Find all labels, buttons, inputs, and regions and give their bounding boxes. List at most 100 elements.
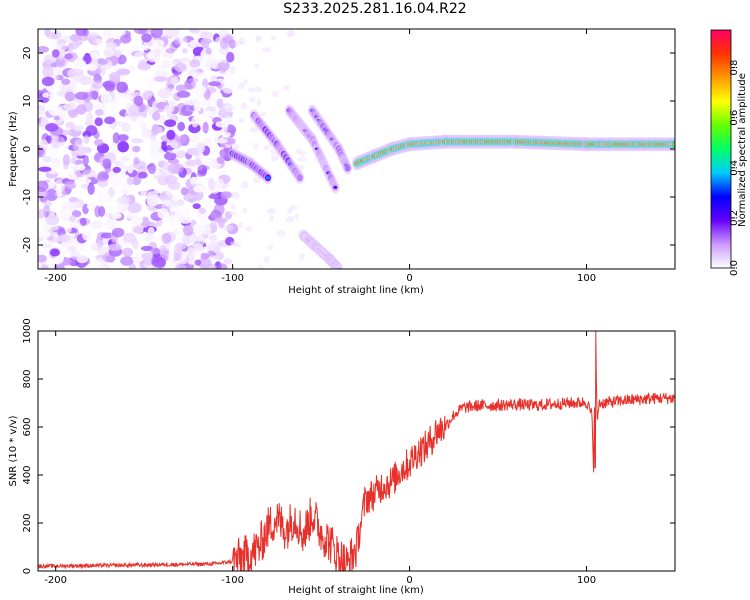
spectrogram-noise-blob: [229, 210, 237, 216]
spectrogram-noise-blob: [178, 217, 193, 224]
spectrogram-noise-blob: [38, 248, 49, 254]
x-tick-label: 0: [406, 273, 412, 284]
spectrogram-noise-blob: [94, 117, 103, 127]
spectrogram-noise-blob: [69, 215, 77, 223]
spectrogram-noise-blob: [57, 109, 66, 118]
spectrogram-noise-blob: [126, 211, 135, 219]
colorbar-ticks: 0.0 0.2 0.4 0.6 0.8: [729, 60, 740, 276]
spectrogram-noise-blob: [117, 195, 132, 205]
spectrogram-noise-blob: [108, 101, 119, 110]
spectrogram-noise-blob: [72, 201, 80, 209]
spectrogram-noise-blob: [79, 76, 93, 86]
spectrogram-noise-blob: [214, 217, 228, 224]
spectrogram-noise-blob: [82, 169, 97, 179]
spectrogram-noise-blob: [177, 36, 188, 44]
spectrogram-noise-blob: [53, 115, 61, 121]
spectrogram-noise-blob: [80, 178, 92, 184]
spectrogram-noise-blob: [181, 47, 188, 54]
spectrogram-x-label: Height of straight line (km): [288, 285, 424, 296]
spectrogram-noise-blob: [166, 129, 176, 140]
spectrogram-noise-blob: [79, 217, 87, 226]
spectrogram-noise-blob: [189, 29, 200, 34]
spectrogram-noise-blob: [167, 163, 181, 175]
spectrogram-noise-blob: [215, 121, 227, 128]
spectrogram-noise-blob: [185, 247, 197, 259]
spectrogram-noise-blob: [157, 208, 169, 220]
spectrogram-noise-blob: [215, 251, 225, 261]
spectrogram-noise-blob: [249, 96, 256, 103]
spectrogram-noise-blob: [216, 98, 224, 109]
spectrogram-noise-blob: [147, 106, 155, 116]
spectrogram-noise-blob: [176, 199, 185, 206]
spectrogram-noise-blob: [169, 205, 179, 213]
spectrogram-noise-blob: [87, 32, 99, 39]
spectrogram-noise-blob: [97, 59, 109, 65]
colorbar-tick-label: 0.6: [729, 110, 740, 126]
spectrogram-noise-blob: [131, 237, 139, 250]
spectrogram-noise-blob: [226, 51, 235, 63]
spectrogram-noise-blob: [298, 253, 305, 261]
spectrogram-noise-blob: [108, 91, 120, 104]
spectrogram-noise-blob: [108, 174, 122, 184]
spectrogram-noise-blob: [39, 139, 48, 150]
spectrogram-noise-blob: [159, 114, 166, 124]
spectrogram-noise-blob: [177, 121, 186, 132]
spectrogram-noise-blob: [149, 247, 162, 255]
spectrogram-noise-blob: [182, 224, 194, 236]
spectrogram-noise-blob: [247, 87, 255, 93]
y-tick-label: 0: [22, 568, 33, 574]
spectrogram-noise-blob: [178, 207, 191, 218]
spectrogram-noise-blob: [224, 104, 237, 113]
spectrogram-noise-blob: [178, 110, 193, 116]
colorbar-tick-label: 0.2: [729, 210, 740, 226]
spectrogram-noise-blob: [297, 157, 307, 162]
spectrogram-noise-blob: [109, 142, 118, 153]
y-tick-label: 10: [22, 95, 33, 108]
spectrogram-noise-blob: [130, 138, 144, 144]
spectrogram-noise-blob: [56, 42, 68, 51]
spectrogram-noise-blob: [205, 200, 215, 209]
spectrogram-noise-blob: [116, 68, 131, 76]
spectrogram-noise-blob: [50, 248, 60, 257]
spectrogram-noise-blob: [119, 164, 128, 176]
spectrogram-noise-blob: [141, 252, 153, 260]
spectrogram-noise-blob: [120, 174, 130, 181]
spectrogram-noise-blob: [238, 82, 245, 90]
spectrogram-noise-blob: [132, 226, 144, 234]
spectrogram-noise-blob: [170, 140, 179, 149]
spectrogram-noise-blob: [120, 256, 134, 266]
spectrogram-noise-blob: [257, 264, 264, 269]
spectrogram-noise-blob: [152, 257, 167, 268]
spectrogram-noise-blob: [64, 91, 76, 102]
spectrogram-noise-blob: [151, 123, 160, 136]
spectrogram-noise-blob: [67, 42, 74, 52]
spectrogram-noise-blob: [74, 91, 89, 100]
spectrogram-noise-blob: [104, 116, 116, 125]
spectrogram-noise-blob: [249, 127, 260, 133]
spectrogram-noise-blob: [189, 59, 201, 68]
spectrogram-noise-blob: [287, 29, 295, 37]
spectrogram-noise-blob: [180, 187, 189, 196]
spectrogram-noise-blob: [125, 150, 137, 156]
spectrogram-noise-blob: [104, 42, 118, 49]
spectrogram-noise-blob: [96, 239, 104, 248]
spectrogram-noise-blob: [94, 109, 104, 116]
spectrogram-noise-blob: [121, 247, 134, 257]
spectrogram-noise-blob: [117, 141, 129, 153]
spectrogram-noise-blob: [100, 232, 114, 239]
spectrogram-noise-blob: [74, 245, 88, 252]
snr-panel: -200 -100 0 100 0 200 400 600 800 1000 Height of…: [8, 318, 676, 596]
spectrogram-noise-blob: [167, 180, 181, 190]
spectrogram-noise-blob: [38, 230, 51, 239]
spectrogram-noise-blob: [108, 187, 115, 198]
spectrogram-noise-blob: [57, 48, 66, 58]
spectrogram-noise-blob: [85, 112, 94, 124]
y-tick-label: 20: [22, 47, 33, 60]
spectrogram-noise-blob: [270, 154, 279, 162]
spectrogram-noise-blob: [40, 243, 53, 249]
spectrogram-noise-blob: [55, 55, 68, 68]
spectrogram-noise-blob: [51, 139, 60, 149]
spectrogram-noise-blob: [41, 264, 49, 269]
spectrogram-noise-blob: [43, 54, 56, 65]
spectrogram-noise-blob: [111, 227, 125, 238]
